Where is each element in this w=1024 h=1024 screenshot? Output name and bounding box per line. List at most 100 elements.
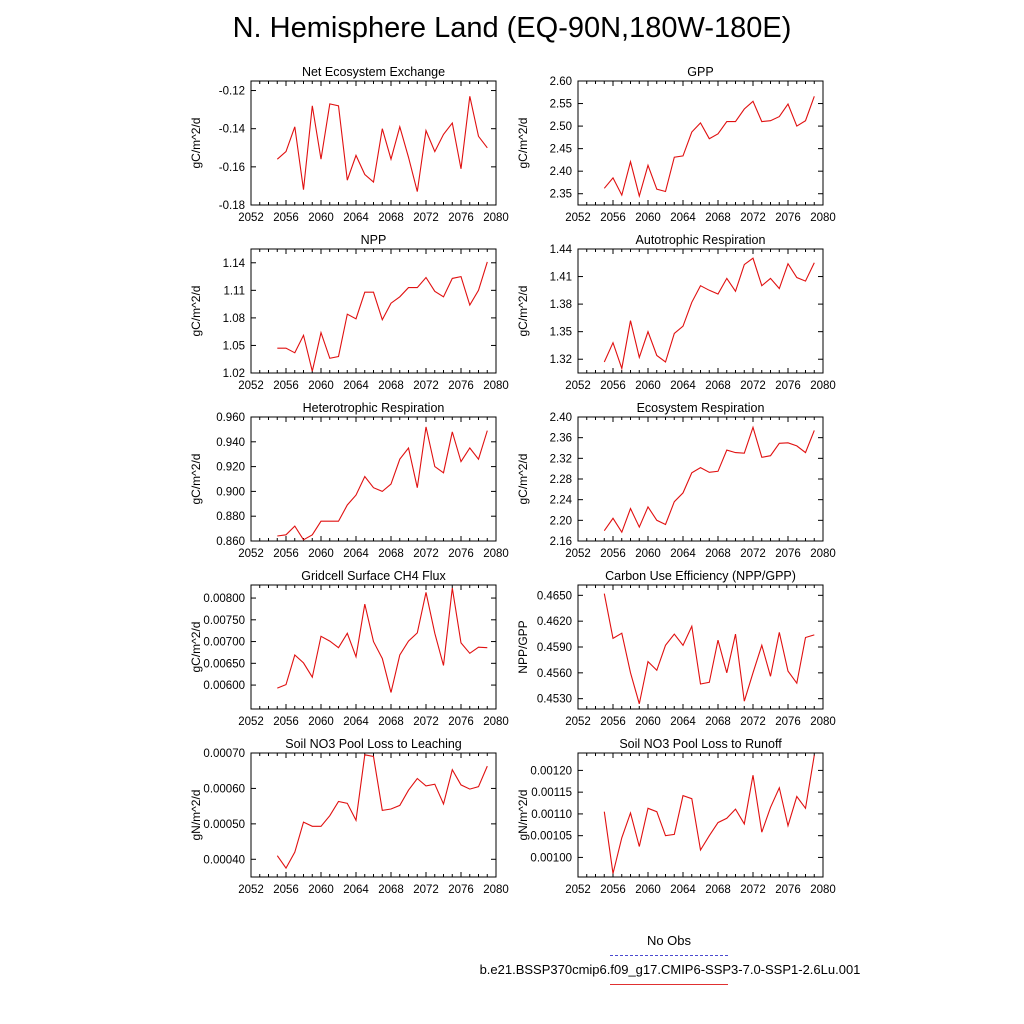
x-tick-label: 2052	[238, 380, 264, 392]
x-tick-label: 2056	[273, 884, 299, 896]
y-tick-label: 0.00650	[203, 658, 245, 670]
panel-title: Autotrophic Respiration	[636, 233, 766, 247]
x-tick-label: 2060	[635, 548, 661, 560]
x-tick-label: 2056	[600, 716, 626, 728]
y-tick-label: 2.32	[550, 453, 572, 465]
chart-panel-2: NPP 2052 2056 2060 2064 2068 2072 2076 2080 1.02 1…	[189, 233, 509, 392]
series-line	[603, 257, 815, 371]
x-tick-label: 2068	[705, 716, 731, 728]
series-line	[603, 593, 815, 704]
x-tick-label: 2068	[378, 716, 404, 728]
x-tick-label: 2052	[565, 548, 591, 560]
x-tick-label: 2080	[483, 716, 509, 728]
panel-title: Heterotrophic Respiration	[303, 401, 445, 415]
y-tick-label: 0.4530	[537, 694, 572, 706]
chart-panel-0: Net Ecosystem Exchange 2052 2056 2060 2064 20…	[189, 65, 509, 224]
y-axis-label: NPP/GPP	[516, 620, 530, 673]
y-tick-label: 0.960	[216, 412, 245, 424]
x-tick-label: 2072	[413, 884, 439, 896]
y-tick-label: 2.55	[550, 99, 572, 111]
x-tick-label: 2068	[705, 548, 731, 560]
y-tick-label: 0.00600	[203, 680, 245, 692]
series-line	[276, 754, 488, 870]
chart-panel-6: Gridcell Surface CH4 Flux 2052 2056 2060 206…	[189, 569, 509, 728]
y-tick-label: 1.41	[550, 272, 572, 284]
x-tick-label: 2060	[635, 884, 661, 896]
series-line	[277, 587, 488, 693]
x-tick-label: 2060	[635, 212, 661, 224]
x-tick-label: 2072	[740, 548, 766, 560]
x-tick-label: 2080	[483, 380, 509, 392]
chart-panel-5: Ecosystem Respiration 2052 2056 2060 2064 206…	[516, 401, 836, 560]
y-axis-label: gC/m^2/d	[516, 118, 530, 169]
y-tick-label: 1.02	[223, 368, 245, 380]
legend-line-obs	[610, 955, 728, 956]
x-tick-label: 2064	[670, 716, 696, 728]
x-tick-label: 2068	[378, 212, 404, 224]
panel-title: Soil NO3 Pool Loss to Runoff	[619, 737, 782, 751]
panel-title: NPP	[361, 233, 387, 247]
y-axis-label: gC/m^2/d	[516, 454, 530, 505]
x-tick-label: 2076	[775, 884, 801, 896]
x-tick-label: 2052	[565, 716, 591, 728]
chart-panel-8: Soil NO3 Pool Loss to Leaching 2052 2056 20…	[189, 737, 509, 896]
x-tick-label: 2068	[705, 380, 731, 392]
x-tick-label: 2080	[810, 716, 836, 728]
x-tick-label: 2060	[308, 548, 334, 560]
y-axis-label: gC/m^2/d	[189, 118, 203, 169]
x-tick-label: 2076	[775, 212, 801, 224]
x-tick-label: 2076	[448, 884, 474, 896]
x-tick-label: 2060	[635, 380, 661, 392]
x-tick-label: 2052	[565, 884, 591, 896]
x-tick-label: 2056	[600, 548, 626, 560]
x-tick-label: 2080	[810, 884, 836, 896]
y-tick-label: 0.00800	[203, 593, 245, 605]
series-line	[276, 96, 488, 192]
chart-panel-9: Soil NO3 Pool Loss to Runoff 2052 2056 2060…	[516, 737, 836, 896]
series-line	[603, 755, 815, 874]
x-tick-label: 2052	[565, 380, 591, 392]
x-tick-label: 2064	[343, 884, 369, 896]
page-title: N. Hemisphere Land (EQ-90N,180W-180E)	[232, 12, 792, 44]
x-tick-label: 2056	[600, 884, 626, 896]
x-tick-label: 2080	[810, 548, 836, 560]
y-tick-label: 0.4620	[537, 616, 572, 628]
plot-frame	[577, 416, 824, 542]
y-tick-label: -0.14	[219, 124, 246, 136]
y-tick-label: 0.00115	[531, 787, 572, 799]
x-tick-label: 2076	[448, 548, 474, 560]
panel-title: Net Ecosystem Exchange	[302, 65, 445, 79]
legend-line-model	[610, 984, 728, 985]
x-tick-label: 2056	[600, 380, 626, 392]
x-tick-label: 2076	[775, 716, 801, 728]
legend-label-obs: No Obs	[646, 933, 692, 948]
x-tick-label: 2072	[740, 212, 766, 224]
x-tick-label: 2064	[670, 884, 696, 896]
y-tick-label: 2.35	[550, 189, 572, 201]
x-tick-label: 2072	[740, 884, 766, 896]
y-tick-label: 0.00040	[203, 854, 245, 866]
y-tick-label: 1.08	[223, 313, 245, 325]
x-tick-label: 2076	[448, 380, 474, 392]
y-tick-label: 0.00750	[203, 615, 245, 627]
x-tick-label: 2064	[343, 548, 369, 560]
x-tick-label: 2080	[483, 548, 509, 560]
y-tick-label: 0.900	[216, 486, 245, 498]
y-tick-label: 0.00105	[530, 831, 572, 843]
x-tick-label: 2056	[273, 380, 299, 392]
y-tick-label: -0.12	[219, 86, 245, 98]
y-tick-label: 0.860	[216, 536, 245, 548]
plot-frame	[250, 752, 497, 878]
x-tick-label: 2052	[238, 884, 264, 896]
x-tick-label: 2072	[740, 380, 766, 392]
x-tick-label: 2064	[343, 380, 369, 392]
x-tick-label: 2056	[273, 716, 299, 728]
x-tick-label: 2060	[308, 212, 334, 224]
x-tick-label: 2060	[635, 716, 661, 728]
plot-frame	[577, 80, 824, 206]
legend-label-model: b.e21.BSSP370cmip6.f09_g17.CMIP6-SSP3-7.…	[479, 962, 861, 977]
series-line	[277, 261, 488, 372]
x-tick-label: 2080	[483, 212, 509, 224]
x-tick-label: 2056	[273, 212, 299, 224]
